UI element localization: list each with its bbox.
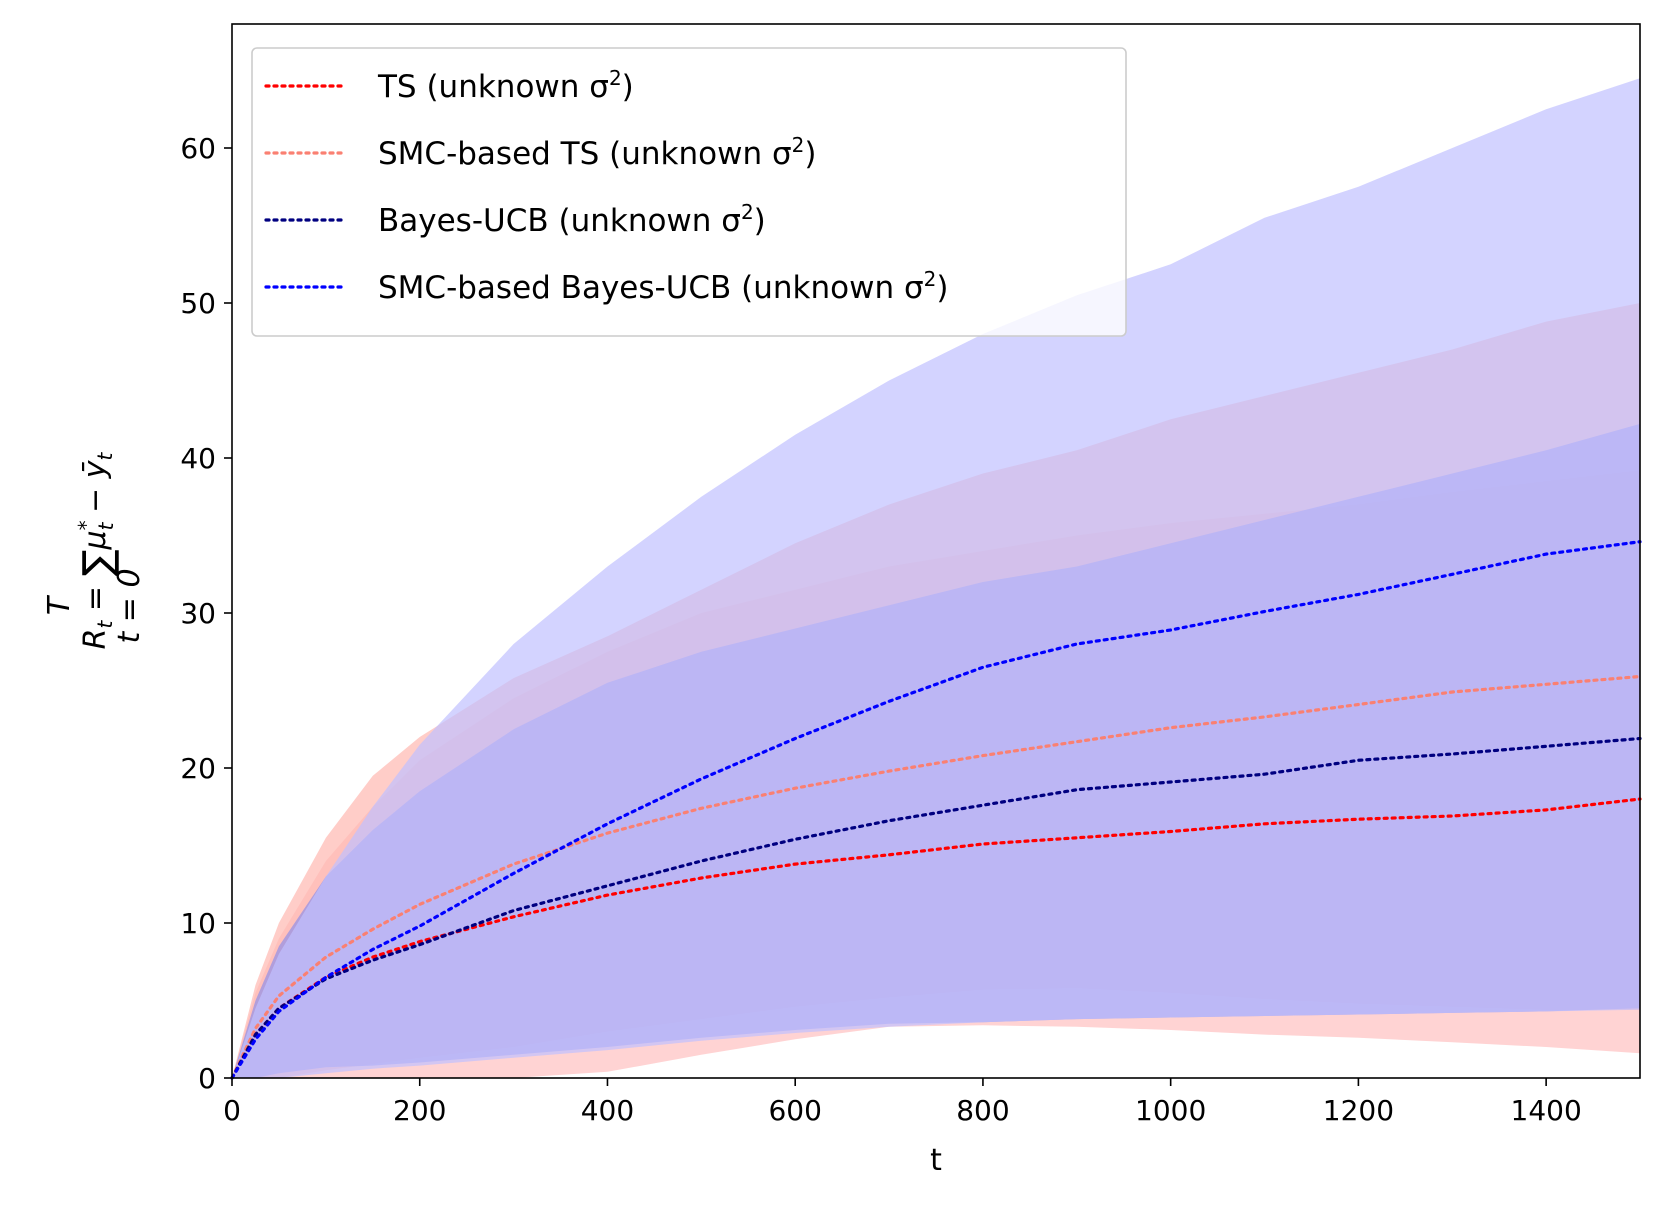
ylabel-sum: ∑: [75, 549, 121, 576]
ylabel-minus: −: [78, 478, 113, 522]
legend-entry: SMC-based TS (unknown σ2): [378, 133, 816, 172]
ylabel-y-sub: t: [93, 452, 117, 461]
legend: TS (unknown σ2) SMC-based TS (unknown σ2)…: [251, 47, 1127, 337]
x-tick-label: 400: [581, 1094, 634, 1127]
x-tick-label: 800: [956, 1094, 1009, 1127]
ylabel-eq: =: [78, 576, 113, 620]
plot-frame: [231, 23, 1641, 1079]
y-tick-label: 60: [180, 132, 216, 165]
ylabel-sum-top: T: [42, 594, 77, 615]
confidence-bands: [232, 78, 1640, 1079]
x-tick-label: 1000: [1135, 1094, 1206, 1127]
y-axis: 0 10 20 30 40 50 60: [180, 132, 232, 1095]
x-tick-label: 200: [393, 1094, 446, 1127]
line-ts: [230, 797, 1642, 1080]
ylabel-mu: μ: [78, 530, 113, 550]
ylabel-r-sub: t: [93, 619, 117, 628]
y-tick-label: 0: [198, 1062, 216, 1095]
x-tick-label: 600: [768, 1094, 821, 1127]
y-tick-label: 50: [180, 287, 216, 320]
y-axis-label: Rt = ∑μ*t − ȳt T t = 0: [42, 452, 147, 650]
legend-entry: Bayes-UCB (unknown σ2): [378, 200, 766, 239]
ylabel-mu-sup: *: [74, 520, 98, 530]
svg-text:Rt = ∑μ*t − ȳt: Rt = ∑μ*t − ȳt: [74, 452, 121, 650]
ylabel-mu-sub: t: [94, 521, 118, 530]
y-tick-label: 20: [180, 752, 216, 785]
legend-entry: TS (unknown σ2): [377, 66, 634, 105]
y-tick-label: 30: [180, 597, 216, 630]
legend-box: [251, 47, 1127, 337]
band-smc-based-bayes-ucb: [232, 78, 1640, 1079]
mean-lines: [230, 540, 1642, 1080]
x-tick-label: 1400: [1511, 1094, 1582, 1127]
legend-entry: SMC-based Bayes-UCB (unknown σ2): [378, 267, 948, 306]
x-axis: 0 200 400 600 800 1000 1200 1400: [223, 1078, 1582, 1127]
y-tick-label: 40: [180, 442, 216, 475]
ylabel-y: ȳ: [78, 459, 113, 479]
ylabel-r: R: [78, 628, 113, 649]
ylabel-sum-bottom: t = 0: [112, 568, 147, 643]
line-smc-based-ts: [230, 674, 1642, 1080]
x-tick-label: 1200: [1323, 1094, 1394, 1127]
line-smc-based-bayes-ucb: [230, 540, 1642, 1080]
x-tick-label: 0: [223, 1094, 241, 1127]
x-axis-label: t: [930, 1143, 942, 1178]
y-tick-label: 10: [180, 907, 216, 940]
